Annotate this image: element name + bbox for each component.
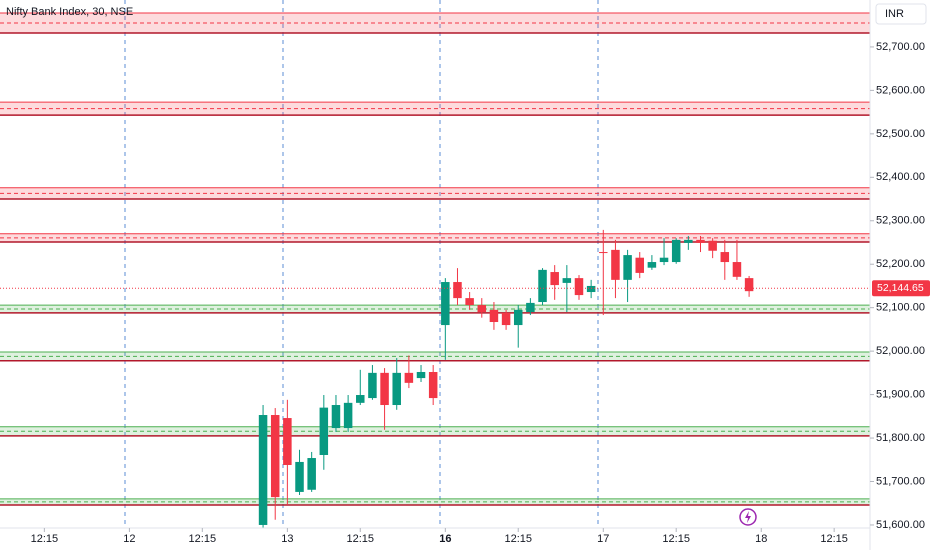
day-separators: [124, 0, 599, 528]
x-tick-label: 18: [755, 533, 767, 545]
x-tick-label: 12:15: [820, 533, 848, 545]
candle-body: [283, 418, 292, 465]
y-tick-label: 52,700.00: [876, 41, 925, 53]
candle-body: [404, 372, 414, 383]
last-price-label: 52,144.65: [877, 282, 924, 294]
y-tick-label: 51,800.00: [876, 432, 925, 444]
candle-body: [501, 312, 511, 326]
y-tick-label: 52,600.00: [876, 84, 925, 96]
alert-icon-bolt: [745, 511, 751, 523]
currency[interactable]: INR: [885, 8, 904, 20]
candle-body: [331, 405, 341, 429]
x-tick-label: 12:15: [347, 533, 375, 545]
candle-body: [513, 309, 523, 326]
y-tick-label: 52,400.00: [876, 171, 925, 183]
currency-box[interactable]: [875, 3, 927, 25]
candle-body: [635, 257, 644, 273]
candle-body: [307, 458, 316, 490]
candle-body: [562, 278, 572, 283]
candle-body: [659, 257, 669, 263]
candle-body: [258, 415, 268, 525]
y-tick-label: 52,100.00: [876, 302, 925, 314]
candle-body: [599, 252, 608, 254]
candle-body: [428, 371, 438, 399]
candle-body: [696, 239, 705, 243]
y-tick-label: 51,700.00: [876, 475, 925, 487]
candle-body: [684, 239, 693, 243]
x-tick-label: 12:15: [504, 533, 532, 545]
candle-body: [453, 282, 462, 299]
candle-body: [550, 272, 559, 286]
candle-body: [343, 402, 353, 429]
x-tick-label: 13: [281, 533, 293, 545]
candles: [258, 229, 754, 528]
x-tick-label: 12: [123, 533, 135, 545]
candle-body: [708, 240, 717, 251]
y-tick-label: 51,600.00: [876, 519, 925, 531]
candle-body: [732, 262, 742, 277]
candle-body: [489, 309, 499, 323]
y-tick-label: 52,200.00: [876, 258, 925, 270]
x-tick-label: 17: [597, 533, 609, 545]
candle-body: [574, 278, 584, 296]
candle-body: [416, 371, 426, 379]
candle-body: [586, 285, 596, 293]
candle-body: [671, 239, 681, 263]
candle-body: [465, 298, 474, 306]
candle-body: [720, 252, 730, 263]
candle-body: [392, 372, 401, 406]
candle-body: [538, 269, 547, 303]
y-tick-label: 51,900.00: [876, 388, 925, 400]
candle-body: [441, 282, 450, 326]
chart-title: Nifty Bank Index, 30, NSE: [6, 6, 133, 18]
x-tick-label: 12:15: [662, 533, 690, 545]
y-tick-label: 52,300.00: [876, 215, 925, 227]
candle-body: [270, 415, 280, 498]
candle-body: [647, 262, 657, 268]
candle-body: [611, 249, 620, 280]
x-tick-label: 12:15: [189, 533, 217, 545]
zones: [0, 12, 870, 506]
y-tick-label: 52,500.00: [876, 128, 925, 140]
candle-body: [368, 372, 377, 399]
y-tick-label: 52,000.00: [876, 345, 925, 357]
candle-body: [319, 407, 329, 455]
candle-body: [295, 461, 304, 492]
candle-body: [380, 372, 389, 406]
candle-body: [356, 395, 365, 403]
candle-body: [623, 255, 632, 280]
candle-body: [744, 278, 754, 292]
candle-body: [526, 302, 535, 313]
candle-body: [477, 305, 487, 313]
x-tick-label: 12:15: [31, 533, 59, 545]
last-price-box: [872, 280, 930, 297]
alert-icon[interactable]: [739, 508, 757, 526]
x-tick-label: 16: [439, 533, 451, 545]
